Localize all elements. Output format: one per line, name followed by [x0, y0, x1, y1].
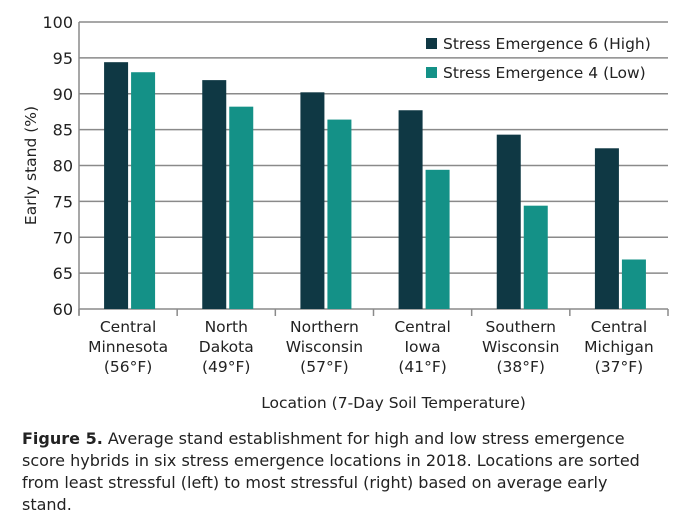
- legend-label: Stress Emergence 6 (High): [443, 35, 651, 53]
- x-tick-label: (56°F): [104, 358, 152, 376]
- caption-label: Figure 5.: [22, 429, 103, 448]
- caption-text: Average stand establishment for high and…: [22, 429, 640, 514]
- figure-caption: Figure 5. Average stand establishment fo…: [22, 428, 662, 516]
- x-tick-label: Northern: [290, 318, 359, 336]
- x-tick-label: (41°F): [398, 358, 446, 376]
- x-tick-label: (37°F): [595, 358, 643, 376]
- y-tick-label: 70: [53, 228, 73, 247]
- x-tick-label: (57°F): [300, 358, 348, 376]
- bar-low: [425, 169, 450, 309]
- x-tick-label: Wisconsin: [482, 338, 559, 356]
- y-tick-label: 60: [53, 300, 73, 319]
- bar-high: [300, 92, 325, 309]
- x-tick-label: Central: [394, 318, 450, 336]
- x-tick-label: Michigan: [584, 338, 654, 356]
- bar-high: [496, 134, 521, 309]
- x-tick-label: Central: [100, 318, 156, 336]
- y-axis-label: Early stand (%): [22, 106, 40, 225]
- y-tick-label: 100: [42, 13, 73, 32]
- x-tick-label: Wisconsin: [286, 338, 363, 356]
- x-tick-label: Southern: [485, 318, 556, 336]
- bar-low: [327, 119, 352, 309]
- legend-label: Stress Emergence 4 (Low): [443, 64, 646, 82]
- y-tick-label: 95: [53, 49, 73, 68]
- x-tick-label: Central: [591, 318, 647, 336]
- y-tick-label: 90: [53, 85, 73, 104]
- y-tick-label: 65: [53, 264, 73, 283]
- bar-low: [621, 259, 646, 309]
- legend-swatch: [426, 38, 437, 49]
- y-tick-label: 85: [53, 121, 73, 140]
- x-tick-label: Dakota: [199, 338, 254, 356]
- y-tick-label: 80: [53, 157, 73, 176]
- bar-low: [229, 106, 254, 309]
- legend-swatch: [426, 67, 437, 78]
- bar-high: [202, 80, 227, 310]
- x-tick-label: (49°F): [202, 358, 250, 376]
- x-tick-label: (38°F): [497, 358, 545, 376]
- y-tick-label: 75: [53, 192, 73, 211]
- x-axis-label: Location (7-Day Soil Temperature): [261, 394, 526, 412]
- bar-high: [398, 110, 423, 309]
- x-tick-label: Iowa: [404, 338, 440, 356]
- bar-high: [104, 62, 129, 310]
- x-tick-label: Minnesota: [88, 338, 168, 356]
- bar-chart: 60 65 70 75 80 85 90 95 100 Central Minnesota (56°F…: [22, 13, 669, 412]
- bar-low: [131, 72, 156, 309]
- bar-low: [523, 205, 548, 309]
- bar-high: [594, 148, 619, 309]
- x-tick-label: North: [205, 318, 248, 336]
